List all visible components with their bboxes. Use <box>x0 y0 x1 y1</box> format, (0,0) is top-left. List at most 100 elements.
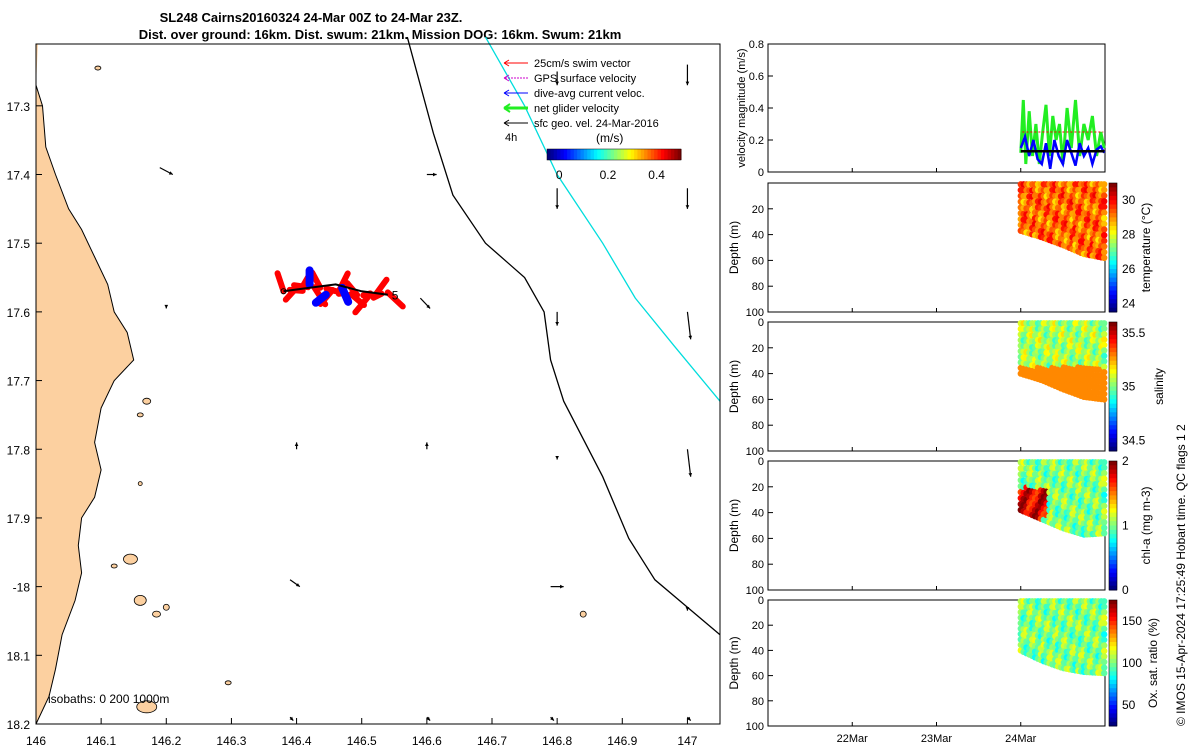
depth-colorbar-segment <box>1109 446 1117 452</box>
depth-colorbar-segment <box>1109 482 1117 488</box>
map-y-tick-label: 17.9 <box>7 512 31 526</box>
depth-colorbar-frame <box>1108 460 1118 591</box>
sfc-velocity-arrowhead <box>560 584 564 589</box>
colorbar-segment <box>607 149 612 160</box>
depth-data-point <box>1101 352 1108 360</box>
depth-data-point <box>1101 203 1108 211</box>
depth-frame <box>767 182 1106 313</box>
depth-data-point <box>1101 331 1108 338</box>
depth-data-point <box>1101 603 1108 610</box>
map-y-tick-label: 18.1 <box>7 649 31 663</box>
colorbar-segment <box>637 149 642 160</box>
depth-colorbar-segment <box>1109 356 1117 362</box>
island <box>123 553 138 565</box>
swim-vector <box>352 292 373 316</box>
depth-colorbar-segment <box>1109 572 1117 578</box>
colorbar-segment <box>647 149 652 160</box>
isobath-200m <box>406 36 721 636</box>
map-colorbar: 0 0.2 0.4 <box>547 149 682 182</box>
time-axis: 22Mar 23Mar 24Mar <box>837 168 1037 745</box>
depth-colorbar-segment <box>1109 525 1117 531</box>
depth-colorbar-segment <box>1109 473 1117 479</box>
depth-data-point <box>1101 508 1108 515</box>
colorbar-segment <box>550 149 555 160</box>
velocity-y-label: velocity magnitude (m/s) <box>736 48 748 167</box>
sfc-velocity-arrowhead <box>555 455 559 460</box>
sfc-velocity-arrowhead <box>686 716 691 721</box>
depth-data-point <box>1101 363 1108 370</box>
map-y-tick-label: 17.3 <box>7 100 31 114</box>
depth-colorbar-segment <box>1109 425 1117 430</box>
map-x-tick-label: 146.5 <box>347 734 377 748</box>
swim-vector <box>384 289 406 310</box>
depth-y-tick-label: 0 <box>758 456 764 468</box>
colorbar-segment <box>640 149 645 160</box>
depth-y-tick-label: 40 <box>752 369 764 381</box>
isobath-note: isobaths: 0 200 1000m <box>48 692 169 706</box>
depth-colorbar-segment <box>1109 294 1117 300</box>
depth-data-point <box>1101 249 1108 256</box>
depth-y-tick-label: 40 <box>752 508 764 520</box>
sfc-velocity-vector <box>686 449 692 477</box>
depth-y-tick-label: 60 <box>752 394 764 406</box>
depth-y-tick-label: 100 <box>746 446 764 458</box>
depth-data-point <box>1101 491 1108 499</box>
colorbar-segment <box>634 149 638 160</box>
depth-data-point <box>1101 513 1108 521</box>
depth-colorbar-segment <box>1109 551 1117 557</box>
map-x-tick-label: 146.7 <box>477 734 507 748</box>
depth-colorbar-segment <box>1109 516 1117 522</box>
velocity-y-tick-label: 0.8 <box>749 39 764 51</box>
depth-colorbar-segment <box>1109 478 1117 483</box>
track-label: 5 <box>392 289 399 303</box>
depth-colorbar-tick-label: 2 <box>1122 454 1129 468</box>
island <box>137 481 143 486</box>
colorbar-segment <box>627 149 632 160</box>
depth-y-tick-label: 80 <box>752 559 764 571</box>
sfc-velocity-arrowhead <box>550 716 554 721</box>
depth-colorbar-segment <box>1109 564 1117 569</box>
colorbar-segment <box>617 149 622 160</box>
depth-colorbar-segment <box>1109 191 1117 197</box>
depth-data-point <box>1101 647 1108 655</box>
coastline <box>35 85 135 725</box>
depth-colorbar-segment <box>1109 195 1117 201</box>
depth-data-point <box>1101 390 1108 398</box>
colorbar-segment <box>583 149 588 160</box>
depth-y-tick-label: 20 <box>752 204 764 216</box>
depth-data-point <box>1101 325 1108 332</box>
depth-colorbar-segment <box>1109 326 1117 332</box>
legend-dive: dive-avg current veloc. <box>503 88 645 100</box>
depth-colorbar-segment <box>1109 491 1117 496</box>
figure-title-line1: SL248 Cairns20160324 24-Mar 00Z to 24-Ma… <box>160 10 463 25</box>
colorbar-segment <box>593 149 598 160</box>
depth-data-point <box>1101 385 1108 392</box>
depth-colorbar-segment <box>1109 251 1117 257</box>
colorbar-segment <box>614 149 618 160</box>
depth-colorbar-segment <box>1109 504 1117 509</box>
velocity-y-tick-label: 0.4 <box>749 103 764 115</box>
depth-colorbar-segment <box>1109 187 1117 193</box>
map-panel: 5 146 146.1 146.2 146.3 146.4 146.5 146.6 146.7… <box>7 36 721 748</box>
velocity-y-tick-label: 0.2 <box>749 135 764 147</box>
velocity-y-tick-label: 0.6 <box>749 71 764 83</box>
depth-colorbar-segment <box>1109 322 1117 327</box>
map-y-tick-label: 17.7 <box>7 375 31 389</box>
sfc-velocity-arrowhead <box>168 171 173 175</box>
depth-colorbar-segment <box>1109 204 1117 210</box>
depth-colorbar-segment <box>1109 183 1117 188</box>
figure-title-line2: Dist. over ground: 16km. Dist. swum: 21k… <box>139 27 622 42</box>
colorbar-tick-label: 0.2 <box>600 168 617 182</box>
map-x-tick-label: 146.4 <box>282 734 312 748</box>
depth-colorbar-segment <box>1109 512 1117 518</box>
depth-colorbar-segment <box>1109 290 1117 296</box>
depth-colorbar-segment <box>1109 273 1117 279</box>
depth-colorbar-segment <box>1109 721 1117 727</box>
time-marker: 4h <box>505 132 517 144</box>
depth-colorbar-segment <box>1109 692 1117 698</box>
depth-colorbar-tick-label: 50 <box>1122 698 1136 712</box>
depth-colorbar-segment <box>1109 217 1117 223</box>
depth-colorbar-segment <box>1109 238 1117 244</box>
